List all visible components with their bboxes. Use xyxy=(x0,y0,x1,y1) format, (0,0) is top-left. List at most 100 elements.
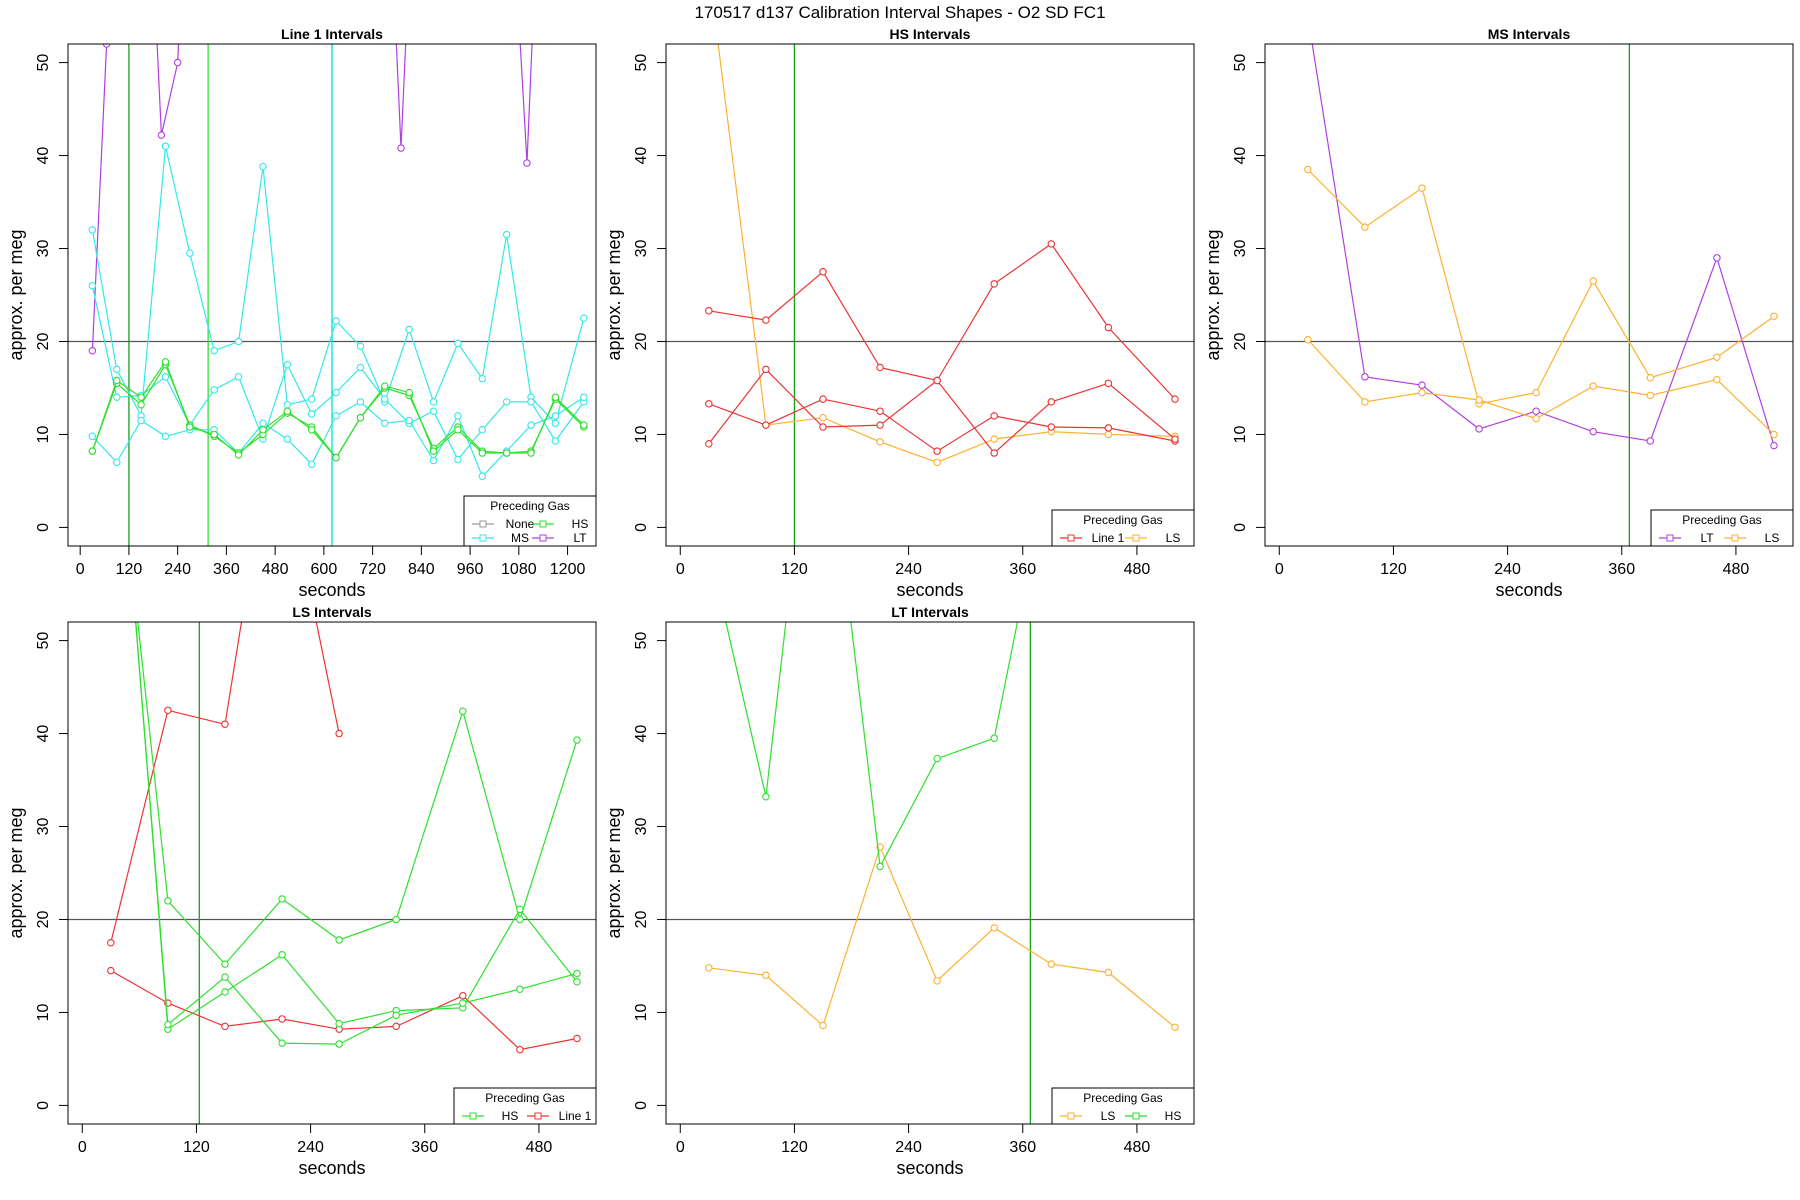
data-point xyxy=(1532,388,1540,397)
data-point xyxy=(1047,960,1056,968)
data-point xyxy=(1770,430,1778,439)
data-point xyxy=(705,400,713,408)
data-point xyxy=(88,226,97,234)
data-point xyxy=(332,388,340,397)
data-point xyxy=(161,432,170,441)
data-point xyxy=(580,421,588,429)
data-point xyxy=(933,458,941,467)
data-point xyxy=(161,373,170,381)
data-point xyxy=(1475,396,1483,404)
plot-area xyxy=(68,44,596,546)
legend-entry-label: MS xyxy=(511,531,529,545)
data-point xyxy=(283,407,292,415)
data-point xyxy=(990,924,998,932)
data-point xyxy=(502,398,511,406)
data-point xyxy=(1770,312,1778,321)
data-point xyxy=(1713,353,1721,362)
y-tick-label: 40 xyxy=(633,725,650,743)
data-point xyxy=(234,373,243,381)
x-tick-label: 120 xyxy=(781,561,808,578)
series-line xyxy=(717,44,1176,463)
y-tick-label: 30 xyxy=(35,818,52,836)
y-tick-label: 10 xyxy=(633,425,650,443)
x-tick-label: 240 xyxy=(1494,561,1521,578)
legend-swatch-marker xyxy=(1132,1112,1140,1120)
data-point xyxy=(876,421,884,429)
chart-panel: LT Intervals 0 120 240 360 480 0 10 20 30 40 50 seco… xyxy=(604,604,1195,1178)
data-point xyxy=(990,734,998,742)
series-line xyxy=(708,398,1176,452)
data-point xyxy=(1532,414,1540,423)
x-axis-title: seconds xyxy=(298,580,365,600)
y-tick-label: 50 xyxy=(1232,54,1249,72)
data-point xyxy=(990,280,998,288)
legend-entry-label: HS xyxy=(572,517,589,531)
data-point xyxy=(573,736,581,744)
data-point xyxy=(88,432,97,441)
y-tick-label: 10 xyxy=(633,1003,650,1021)
x-tick-label: 0 xyxy=(78,1139,87,1156)
x-tick-label: 0 xyxy=(76,561,85,578)
data-point xyxy=(335,1019,343,1028)
data-point xyxy=(478,426,487,434)
data-point xyxy=(392,915,400,924)
data-point xyxy=(1171,435,1179,443)
y-tick-label: 20 xyxy=(633,910,650,928)
data-point xyxy=(551,393,560,402)
data-point xyxy=(933,376,941,385)
data-point xyxy=(107,938,115,947)
data-point xyxy=(705,439,713,448)
data-point xyxy=(762,971,770,980)
x-tick-label: 1200 xyxy=(550,561,586,578)
data-point xyxy=(335,936,343,944)
y-tick-label: 30 xyxy=(35,240,52,258)
data-point xyxy=(112,376,121,385)
series-line xyxy=(1307,169,1775,405)
plot-frame xyxy=(665,43,1195,547)
data-point xyxy=(1646,391,1655,400)
legend-title: Preceding Gas xyxy=(1682,513,1761,527)
legend-entry-label: Line 1 xyxy=(1092,531,1125,545)
data-point xyxy=(259,162,267,171)
legend-entry-label: LS xyxy=(1166,531,1181,545)
data-point xyxy=(516,915,524,924)
x-tick-label: 0 xyxy=(676,561,685,578)
y-tick-label: 40 xyxy=(35,147,52,165)
data-point xyxy=(332,453,340,462)
data-point xyxy=(405,416,413,425)
data-point xyxy=(478,374,487,383)
data-point xyxy=(516,905,524,914)
x-tick-label: 720 xyxy=(359,561,386,578)
data-point xyxy=(102,44,111,48)
data-point xyxy=(762,316,770,324)
data-point xyxy=(478,449,487,457)
plot-frame xyxy=(67,621,597,1125)
data-point xyxy=(164,706,172,715)
data-point xyxy=(283,435,292,443)
data-point xyxy=(573,969,581,978)
data-point xyxy=(762,421,770,429)
data-point xyxy=(819,413,827,422)
data-point xyxy=(516,985,524,993)
data-point xyxy=(88,347,97,355)
series-line xyxy=(725,622,1019,869)
legend-title: Preceding Gas xyxy=(1083,513,1162,527)
y-tick-label: 0 xyxy=(1232,523,1249,532)
x-tick-label: 480 xyxy=(1124,561,1151,578)
series-line xyxy=(1307,339,1775,435)
data-point xyxy=(221,1022,229,1031)
data-point xyxy=(1171,395,1179,403)
y-tick-label: 10 xyxy=(35,425,52,443)
data-point xyxy=(454,455,462,464)
y-tick-label: 20 xyxy=(35,910,52,928)
y-tick-label: 30 xyxy=(1232,240,1249,258)
data-point xyxy=(1104,379,1113,388)
legend-swatch-marker xyxy=(539,534,547,542)
data-point xyxy=(137,393,145,402)
y-tick-label: 40 xyxy=(1232,147,1249,165)
x-tick-label: 120 xyxy=(183,1139,210,1156)
data-point xyxy=(527,398,535,406)
series-line xyxy=(708,243,1176,400)
x-tick-label: 120 xyxy=(116,561,143,578)
